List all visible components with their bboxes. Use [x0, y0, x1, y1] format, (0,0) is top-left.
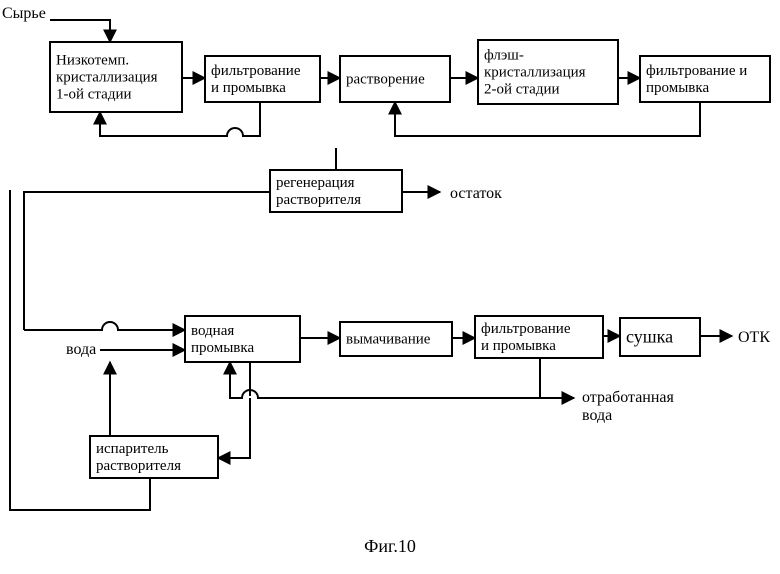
- label-water: вода: [66, 341, 96, 358]
- node-n1-line2: 1-ой стадии: [56, 86, 132, 102]
- label-residue: остаток: [450, 185, 502, 202]
- node-n5-line0: фильтрование и: [646, 63, 747, 79]
- node-n2-line1: и промывка: [211, 80, 286, 96]
- node-n4-line0: флэш-: [484, 47, 524, 63]
- node-n8-line0: вымачивание: [346, 331, 431, 347]
- node-n4-line2: 2-ой стадии: [484, 81, 560, 97]
- node-n7-line0: водная: [191, 323, 234, 339]
- node-n9-line1: и промывка: [481, 338, 556, 354]
- node-n2-line0: фильтрование: [211, 63, 301, 79]
- node-n4-line1: кристаллизация: [484, 64, 586, 80]
- node-n11-line1: растворителя: [96, 458, 181, 474]
- caption: Фиг.10: [364, 536, 416, 556]
- edge-e5b: [395, 102, 700, 136]
- edge-e_in: [50, 20, 110, 42]
- node-n7-line1: промывка: [191, 340, 254, 356]
- node-n3-line0: растворение: [346, 71, 425, 87]
- edge-e9sw: [230, 358, 540, 398]
- node-n1-line1: кристаллизация: [56, 69, 158, 85]
- node-n6-line1: растворителя: [276, 192, 361, 208]
- label-input: Сырье: [2, 5, 46, 22]
- node-n11-line0: испаритель: [96, 441, 169, 457]
- label-spent1: отработанная: [582, 389, 675, 406]
- label-spent2: вода: [582, 407, 612, 424]
- label-otk: ОТК: [738, 329, 770, 346]
- node-n1-line0: Низкотемп.: [56, 52, 129, 68]
- node-n5-line1: промывка: [646, 80, 709, 96]
- edge-e7d2: [218, 398, 250, 458]
- node-n10-line0: сушка: [626, 326, 673, 346]
- edge-e6left: [24, 192, 270, 330]
- node-n9-line0: фильтрование: [481, 321, 571, 337]
- node-n6-line0: регенерация: [276, 175, 355, 191]
